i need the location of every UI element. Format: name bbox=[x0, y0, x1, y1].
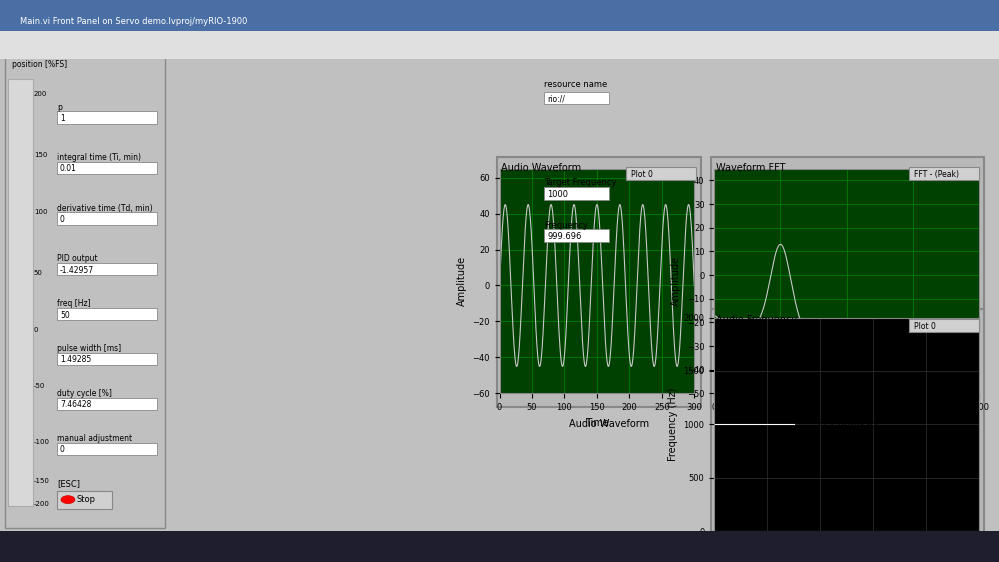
Text: Audio Frequency: Audio Frequency bbox=[716, 315, 797, 325]
Text: Audio Waveform: Audio Waveform bbox=[569, 419, 649, 429]
Text: duty cycle [%]: duty cycle [%] bbox=[57, 389, 112, 398]
Text: Target Frequency: Target Frequency bbox=[544, 179, 617, 188]
Text: 1: 1 bbox=[60, 114, 65, 123]
Text: 0: 0 bbox=[60, 215, 65, 224]
Text: 50: 50 bbox=[34, 270, 43, 277]
Text: 0.01: 0.01 bbox=[60, 165, 77, 174]
Y-axis label: Frequency (Hz): Frequency (Hz) bbox=[668, 388, 678, 461]
Text: Audio Waveform: Audio Waveform bbox=[501, 164, 581, 174]
Text: p: p bbox=[57, 103, 62, 112]
Text: PID output: PID output bbox=[57, 255, 98, 264]
Text: integral time (Ti, min): integral time (Ti, min) bbox=[57, 153, 141, 162]
X-axis label: Frequency (Hz): Frequency (Hz) bbox=[810, 418, 883, 428]
Text: 7.46428: 7.46428 bbox=[60, 401, 91, 410]
Text: derivative time (Td, min): derivative time (Td, min) bbox=[57, 204, 153, 213]
Text: Figure 4 measurement of the audio signal from Theremin: Figure 4 measurement of the audio signal… bbox=[320, 549, 679, 562]
Text: pulse width [ms]: pulse width [ms] bbox=[57, 345, 121, 353]
Text: 1000: 1000 bbox=[547, 190, 568, 199]
Text: -150: -150 bbox=[34, 478, 50, 484]
Text: 999.696: 999.696 bbox=[547, 232, 581, 241]
Text: position [%FS]: position [%FS] bbox=[12, 61, 67, 70]
Y-axis label: Amplitude: Amplitude bbox=[671, 256, 681, 306]
Text: 100: 100 bbox=[34, 209, 48, 215]
X-axis label: Time (s): Time (s) bbox=[827, 555, 866, 562]
Text: FFT - (Peak): FFT - (Peak) bbox=[914, 170, 959, 179]
Text: rio://: rio:// bbox=[547, 94, 565, 103]
Text: -200: -200 bbox=[34, 501, 50, 507]
Text: Audio Frequency: Audio Frequency bbox=[714, 549, 795, 559]
Text: -100: -100 bbox=[34, 439, 50, 445]
Y-axis label: Amplitude: Amplitude bbox=[457, 256, 467, 306]
Text: 1.49285: 1.49285 bbox=[60, 356, 91, 365]
Text: -50: -50 bbox=[34, 383, 45, 389]
Text: Stop: Stop bbox=[77, 495, 96, 504]
Text: 200: 200 bbox=[34, 90, 47, 97]
Text: Main.vi Front Panel on Servo demo.lvproj/myRIO-1900: Main.vi Front Panel on Servo demo.lvproj… bbox=[20, 17, 248, 26]
X-axis label: Time: Time bbox=[585, 418, 608, 428]
Text: Waveform FFT: Waveform FFT bbox=[716, 164, 786, 174]
Text: Plot 0: Plot 0 bbox=[631, 170, 653, 179]
Text: Plot 0: Plot 0 bbox=[914, 322, 936, 331]
Text: freq [Hz]: freq [Hz] bbox=[57, 300, 91, 309]
Text: Frequency: Frequency bbox=[544, 221, 588, 230]
Text: 0: 0 bbox=[60, 446, 65, 455]
Text: manual adjustment: manual adjustment bbox=[57, 434, 132, 443]
Text: 150: 150 bbox=[34, 152, 47, 158]
Text: resource name: resource name bbox=[544, 80, 607, 89]
Text: -1.42957: -1.42957 bbox=[60, 266, 94, 275]
Text: FFT analysis: FFT analysis bbox=[817, 419, 877, 429]
Text: 0: 0 bbox=[34, 327, 39, 333]
Text: 50: 50 bbox=[60, 311, 70, 320]
Text: [ESC]: [ESC] bbox=[57, 479, 80, 488]
